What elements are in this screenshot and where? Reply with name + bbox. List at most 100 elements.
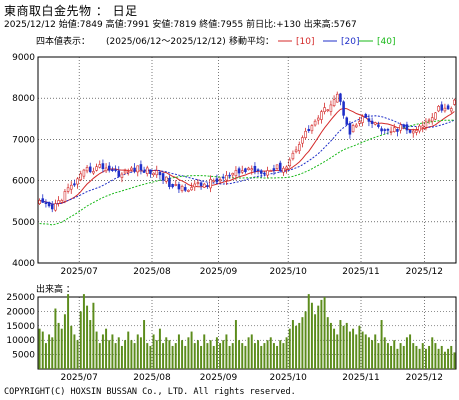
volume-bar (70, 325, 73, 369)
candle-body (250, 168, 254, 171)
candle-body (180, 185, 184, 192)
candle (383, 128, 387, 134)
candle (453, 98, 456, 106)
candle (149, 169, 152, 178)
volume-bar (44, 343, 47, 369)
candle (389, 126, 393, 136)
candle (92, 167, 95, 175)
volume-bar (342, 325, 345, 369)
candle (370, 117, 374, 128)
candle (250, 165, 254, 175)
price-x-tick-label: 2025/12 (406, 267, 443, 277)
candle (411, 128, 415, 138)
candle (244, 167, 247, 174)
volume-bar (89, 320, 92, 369)
candle-body (183, 187, 187, 191)
candle (69, 181, 73, 194)
volume-bar (361, 331, 364, 369)
candle (348, 121, 352, 139)
candle-body (421, 125, 425, 128)
candle (155, 165, 159, 178)
candle (117, 166, 121, 178)
volume-tick-label: 15000 (6, 322, 35, 332)
candle (320, 109, 323, 124)
candle-body (168, 178, 171, 187)
legend-prefix: 四本値表示： (36, 35, 90, 47)
candle-body (152, 172, 155, 176)
candle-body (73, 183, 76, 186)
volume-bar (333, 328, 336, 369)
volume-bar (352, 328, 355, 369)
price-tick-label: 8000 (12, 94, 35, 104)
candle-body (50, 204, 54, 210)
volume-bar (111, 334, 114, 369)
candle-body (399, 124, 402, 131)
volume-bar (276, 345, 279, 369)
candle-body (396, 129, 399, 132)
candle-body (342, 101, 345, 116)
candle (446, 103, 450, 110)
candle (66, 183, 70, 194)
candle (335, 91, 339, 103)
volume-bar (374, 334, 377, 369)
volume-bar (200, 345, 203, 369)
candle (41, 194, 45, 203)
candle (168, 175, 171, 190)
candle (326, 109, 330, 113)
candle-body (107, 165, 111, 171)
close-value: 7955 (220, 20, 244, 30)
candle-body (114, 169, 117, 171)
volume-bar (323, 297, 326, 369)
high-label: 高値: (105, 20, 127, 30)
candle-body (339, 93, 342, 102)
candle-body (202, 183, 206, 188)
candle (221, 173, 225, 182)
candle-body (101, 163, 105, 169)
candle (291, 150, 295, 161)
volume-bar (272, 343, 275, 369)
candle (63, 189, 67, 204)
volume-bar (219, 343, 222, 369)
candle (367, 114, 371, 127)
candle-body (41, 198, 45, 203)
volume-bar (295, 325, 298, 369)
price-axis: 4000 5000 6000 7000 8000 9000 2025/07 2025/08 20… (12, 53, 443, 277)
candle (342, 100, 345, 119)
volume-bar (98, 343, 101, 369)
candle-body (310, 125, 314, 132)
change-label: 前日比: (246, 20, 277, 30)
volume-bar (247, 337, 250, 369)
candle (54, 199, 57, 212)
candle-body (411, 130, 415, 134)
candle (104, 163, 108, 173)
candle (187, 189, 190, 193)
candle (301, 135, 304, 148)
candle-body (54, 203, 57, 211)
candle-body (221, 176, 225, 179)
volume-bar (396, 348, 399, 369)
volume-bar (114, 343, 117, 369)
candle-body (256, 169, 260, 172)
volume-bar (105, 328, 108, 369)
candle-body (126, 171, 130, 174)
candle-body (44, 202, 48, 204)
price-tick-label: 9000 (12, 53, 35, 63)
candle (111, 166, 114, 172)
candle (339, 92, 342, 106)
volume-bar (146, 343, 149, 369)
candle (380, 126, 383, 135)
volume-tick-label: 25000 (6, 293, 35, 303)
volume-bar (184, 345, 187, 369)
candle-body (149, 169, 152, 174)
volume-bar (447, 348, 450, 369)
candle-body (392, 127, 396, 132)
candle-body (329, 104, 333, 112)
volume-bar (310, 302, 313, 369)
candle (396, 128, 399, 137)
candle-body (285, 166, 288, 170)
candle (215, 174, 219, 184)
volume-bar (402, 345, 405, 369)
candle (304, 127, 307, 140)
candle-body (313, 120, 317, 126)
volume-bar (155, 340, 158, 369)
